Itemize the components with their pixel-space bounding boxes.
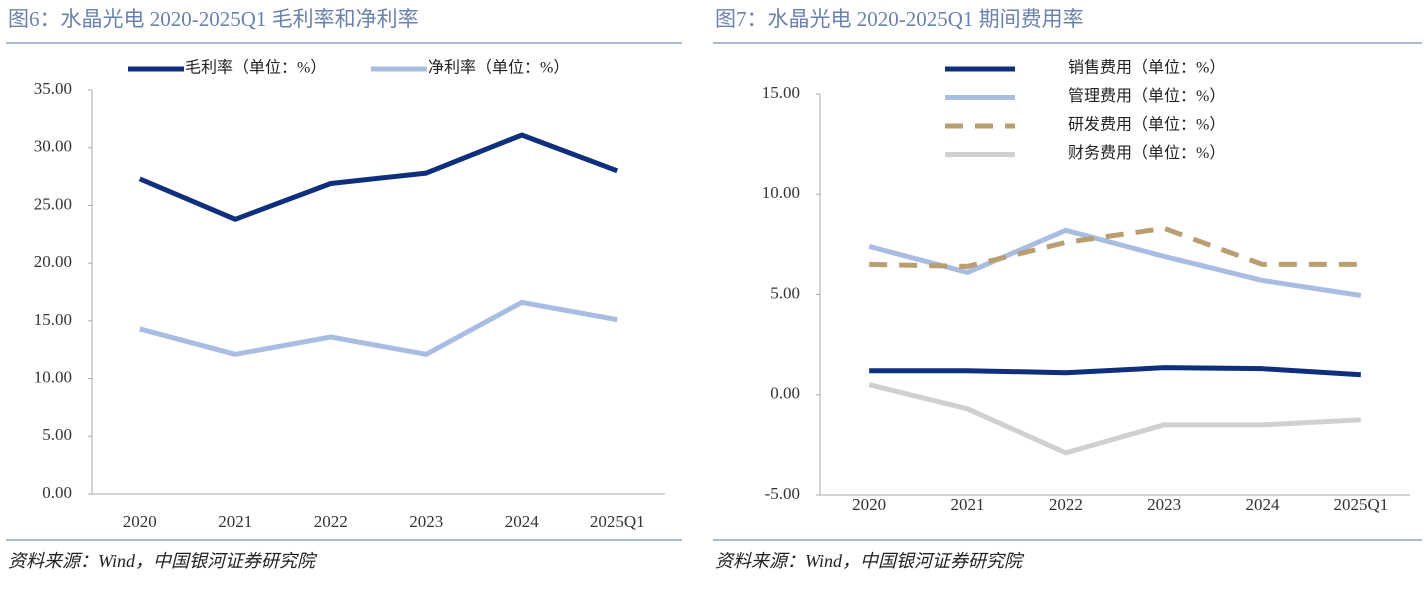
legend-label: 管理费用（单位：%）	[1068, 87, 1225, 105]
x-tick-label: 2025Q1	[1333, 495, 1388, 514]
line	[138, 132, 619, 222]
legend-label: 财务费用（单位：%）	[1068, 144, 1225, 162]
y-tick-label: 35.00	[34, 79, 72, 98]
y-tick-label: 15.00	[762, 83, 800, 102]
y-tick-label: -5.00	[765, 484, 800, 503]
y-tick-label: 20.00	[34, 252, 72, 271]
line	[869, 225, 1361, 269]
y-tick-label: 30.00	[34, 137, 72, 156]
chart-title: 图6：水晶光电 2020-2025Q1 毛利率和净利率	[8, 7, 419, 31]
y-tick-label: 25.00	[34, 194, 72, 213]
source: 资料来源：Wind，中国银河证券研究院	[715, 551, 1025, 571]
x-tick-label: 2025Q1	[590, 512, 645, 531]
y-tick-label: 0.00	[770, 384, 800, 403]
x-tick-label: 2022	[1049, 495, 1083, 514]
y-tick-label: 5.00	[770, 283, 800, 302]
legend-label: 净利率（单位：%）	[428, 59, 569, 77]
chart-title: 图7：水晶光电 2020-2025Q1 期间费用率	[715, 7, 1084, 31]
x-tick-label: 2023	[1147, 495, 1181, 514]
line	[868, 227, 1362, 298]
legend-label: 毛利率（单位：%）	[185, 59, 326, 77]
x-tick-label: 2024	[505, 512, 540, 531]
x-tick-label: 2021	[218, 512, 252, 531]
line	[869, 365, 1361, 378]
x-tick-label: 2021	[951, 495, 985, 514]
y-tick-label: 5.00	[42, 425, 72, 444]
legend-label: 研发费用（单位：%）	[1068, 116, 1225, 134]
legend-label: 销售费用（单位：%）	[1068, 59, 1225, 77]
x-tick-label: 2024	[1246, 495, 1281, 514]
y-tick-label: 0.00	[42, 483, 72, 502]
y-tick-label: 10.00	[34, 367, 72, 386]
x-tick-label: 2020	[852, 495, 886, 514]
y-tick-label: 10.00	[762, 183, 800, 202]
x-tick-label: 2023	[409, 512, 443, 531]
y-tick-label: 15.00	[34, 310, 72, 329]
line	[139, 299, 618, 357]
x-tick-label: 2020	[123, 512, 157, 531]
x-tick-label: 2022	[314, 512, 348, 531]
line	[868, 382, 1361, 456]
source: 资料来源：Wind，中国银河证券研究院	[8, 551, 318, 571]
